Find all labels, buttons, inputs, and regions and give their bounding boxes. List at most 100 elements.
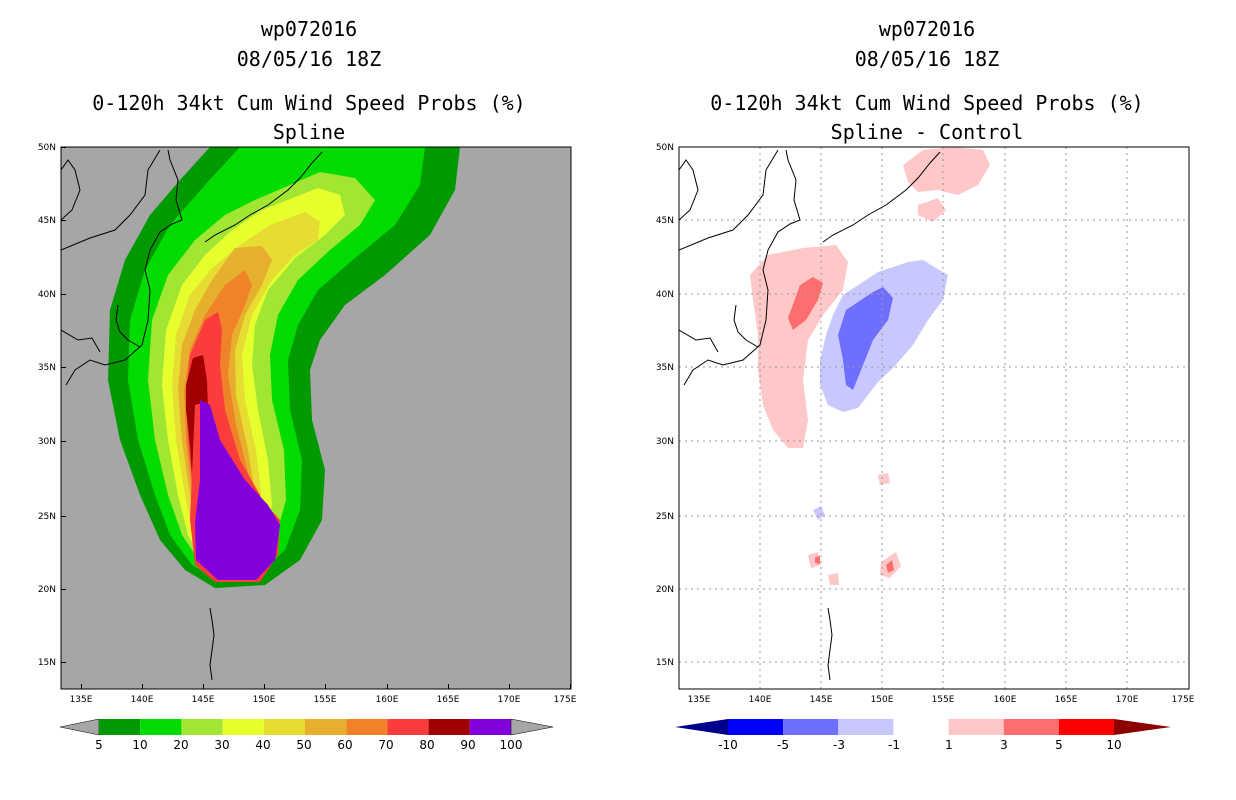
y-tick-label: 35N: [656, 363, 674, 373]
y-tick-label: 45N: [38, 216, 56, 226]
x-tick-label: 165E: [437, 695, 460, 705]
coast-japan: [144, 149, 183, 291]
storm-id: wp072016: [260, 17, 358, 41]
x-tick-label: 150E: [871, 695, 894, 705]
y-tick-label: 15N: [38, 658, 56, 668]
colorbar-label: 30: [214, 738, 229, 752]
colorbar-labels: -10 -5 -3 -1 1 3 5 10: [718, 738, 1121, 752]
x-tick-label: 145E: [810, 695, 833, 705]
colorbar-swatch: [728, 719, 784, 735]
coastlines: [61, 149, 323, 681]
grid-lines: [679, 147, 1189, 689]
colorbar-arrow-low: [675, 719, 728, 735]
y-tick-label: 15N: [656, 658, 674, 668]
x-tick-label: 155E: [932, 695, 955, 705]
colorbar-label: 50: [296, 738, 311, 752]
colorbar: [675, 719, 1171, 735]
y-tick-label: 50N: [656, 143, 674, 153]
y-tick-label: 50N: [38, 143, 56, 153]
y-tick-label: 25N: [656, 512, 674, 522]
colorbar-label: 1: [945, 738, 953, 752]
chart-title: 0-120h 34kt Cum Wind Speed Probs (%): [92, 91, 526, 115]
x-tick-labels: 135E 140E 145E 150E 155E 160E 165E 170E …: [688, 695, 1195, 705]
colorbar-label: 80: [419, 738, 434, 752]
y-tick-label: 30N: [656, 437, 674, 447]
colorbar-label: -1: [888, 738, 900, 752]
x-tick-label: 155E: [314, 695, 337, 705]
left-chart: 15N 20N 25N 30N 35N 40N 45N 50N 135E 140…: [38, 143, 577, 752]
colorbar-swatch: [181, 719, 223, 735]
colorbar-swatch: [838, 719, 894, 735]
colorbar-labels: 5 10 20 30 40 50 60 70 80 90 100: [95, 738, 522, 752]
forecast-date: 08/05/16 18Z: [236, 47, 382, 71]
colorbar-label: 5: [95, 738, 103, 752]
colorbar-label: 70: [378, 738, 393, 752]
colorbar-label: 40: [255, 738, 270, 752]
plot-frame: [60, 146, 572, 690]
y-tick-label: 20N: [38, 585, 56, 595]
chart-subtitle: Spline: [272, 120, 346, 144]
colorbar-swatch: [783, 719, 839, 735]
y-tick-label: 40N: [38, 290, 56, 300]
y-ticks: [61, 147, 66, 663]
x-tick-label: 170E: [1116, 695, 1139, 705]
right-panel: wp072016 08/05/16 18Z 0-120h 34kt Cum Wi…: [618, 0, 1236, 800]
x-tick-label: 140E: [749, 695, 772, 705]
colorbar-swatch: [305, 719, 347, 735]
colorbar-arrow-high: [1114, 719, 1171, 735]
colorbar-swatch: [140, 719, 182, 735]
y-tick-label: 25N: [38, 512, 56, 522]
colorbar-swatch: [893, 719, 949, 735]
left-panel: wp072016 08/05/16 18Z 0-120h 34kt Cum Wi…: [38, 17, 577, 752]
colorbar-label: 5: [1055, 738, 1063, 752]
map-background: [679, 147, 1189, 689]
plot-frame: [678, 146, 1190, 690]
colorbar-label: -3: [833, 738, 845, 752]
forecast-date: 08/05/16 18Z: [854, 47, 1000, 71]
colorbar-label: 10: [1106, 738, 1121, 752]
x-tick-label: 140E: [131, 695, 154, 705]
colorbar-arrow-high: [510, 718, 554, 736]
y-tick-labels: 15N 20N 25N 30N 35N 40N 45N 50N: [38, 143, 56, 668]
colorbar-label: -5: [777, 738, 789, 752]
diff-positive-1: [750, 245, 848, 448]
colorbar-swatch: [469, 719, 511, 735]
colorbar-swatch: [99, 719, 141, 735]
contour-100: [195, 400, 280, 580]
x-tick-label: 135E: [70, 695, 93, 705]
colorbar-swatch: [263, 719, 305, 735]
colorbar-label: -10: [718, 738, 738, 752]
y-tick-label: 40N: [656, 290, 674, 300]
difference-contours: [750, 147, 990, 585]
colorbar-swatch: [222, 719, 264, 735]
x-tick-label: 175E: [554, 695, 577, 705]
y-tick-labels: 15N 20N 25N 30N 35N 40N 45N 50N: [656, 143, 674, 668]
colorbar-label: 10: [132, 738, 147, 752]
colorbar-swatch: [387, 719, 429, 735]
colorbar-label: 60: [337, 738, 352, 752]
x-tick-label: 145E: [192, 695, 215, 705]
chart-title: 0-120h 34kt Cum Wind Speed Probs (%): [710, 91, 1144, 115]
colorbar-swatch: [948, 719, 1004, 735]
chart-subtitle: Spline - Control: [830, 120, 1024, 144]
x-tick-label: 165E: [1055, 695, 1078, 705]
colorbar-label: 3: [1000, 738, 1008, 752]
coastlines: [679, 149, 941, 681]
colorbar-arrow-low: [59, 718, 100, 736]
colorbar-swatch: [346, 719, 388, 735]
y-tick-label: 35N: [38, 363, 56, 373]
diff-negative-2: [838, 287, 893, 390]
x-tick-labels: 135E 140E 145E 150E 155E 160E 165E 170E …: [70, 695, 577, 705]
x-tick-label: 160E: [376, 695, 399, 705]
diff-positive-3: [788, 277, 823, 330]
x-tick-label: 150E: [253, 695, 276, 705]
x-tick-label: 135E: [688, 695, 711, 705]
y-tick-label: 45N: [656, 216, 674, 226]
y-tick-label: 20N: [656, 585, 674, 595]
diff-positive-2: [903, 147, 990, 195]
colorbar-swatch: [1058, 719, 1114, 735]
x-tick-label: 160E: [994, 695, 1017, 705]
colorbar: [59, 718, 554, 736]
colorbar-label: 100: [500, 738, 523, 752]
colorbar-swatch: [1003, 719, 1059, 735]
